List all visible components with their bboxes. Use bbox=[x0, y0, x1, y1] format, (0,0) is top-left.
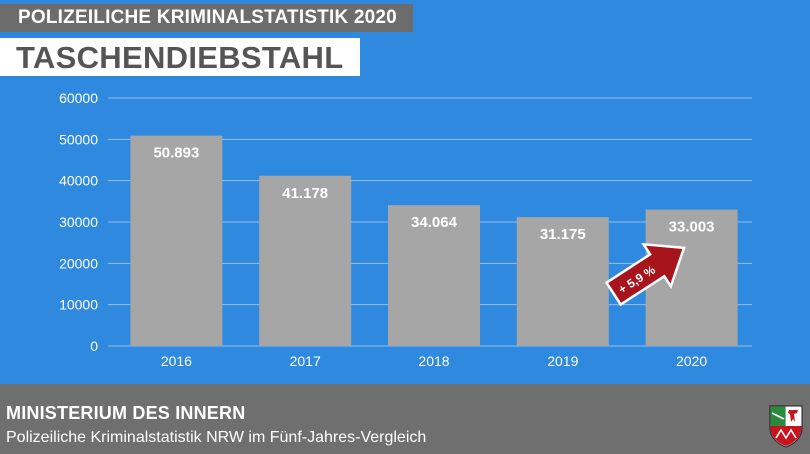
bar-chart: 0 10000 20000 30000 40000 50000 60000 50.893 201… bbox=[59, 90, 752, 369]
y-tick-label: 10000 bbox=[59, 297, 98, 313]
y-tick-label: 0 bbox=[90, 338, 98, 354]
footer-subtitle: Polizeiliche Kriminalstatistik NRW im Fü… bbox=[6, 429, 427, 446]
bar bbox=[259, 175, 352, 346]
footer: MINISTERIUM DES INNERN Polizeiliche Krim… bbox=[0, 384, 810, 454]
y-tick-label: 50000 bbox=[59, 131, 98, 147]
bar bbox=[388, 205, 480, 346]
bar-value-label: 33.003 bbox=[669, 219, 715, 236]
ministry-name: MINISTERIUM DES INNERN bbox=[6, 403, 246, 423]
statistics-header-label: POLIZEILICHE KRIMINALSTATISTIK 2020 bbox=[0, 4, 413, 32]
x-tick-label: 2019 bbox=[547, 353, 578, 369]
bar-value-label: 50.893 bbox=[153, 145, 199, 162]
nrw-coat-of-arms-icon bbox=[769, 405, 803, 448]
y-tick-label: 30000 bbox=[59, 214, 98, 230]
topic-title: TASCHENDIEBSTAHL bbox=[0, 38, 360, 76]
y-tick-label: 60000 bbox=[59, 90, 98, 106]
x-tick-label: 2017 bbox=[290, 353, 321, 369]
bar bbox=[130, 135, 223, 346]
y-tick-label: 20000 bbox=[59, 255, 98, 271]
bar bbox=[516, 217, 609, 346]
bar-value-label: 34.064 bbox=[411, 214, 458, 231]
bar-value-label: 41.178 bbox=[282, 185, 328, 202]
x-tick-label: 2016 bbox=[161, 353, 192, 369]
bar-value-label: 31.175 bbox=[540, 226, 586, 243]
x-tick-label: 2020 bbox=[676, 353, 707, 369]
growth-arrow-shape bbox=[604, 242, 686, 307]
y-tick-label: 40000 bbox=[59, 173, 98, 189]
x-tick-label: 2018 bbox=[418, 353, 449, 369]
